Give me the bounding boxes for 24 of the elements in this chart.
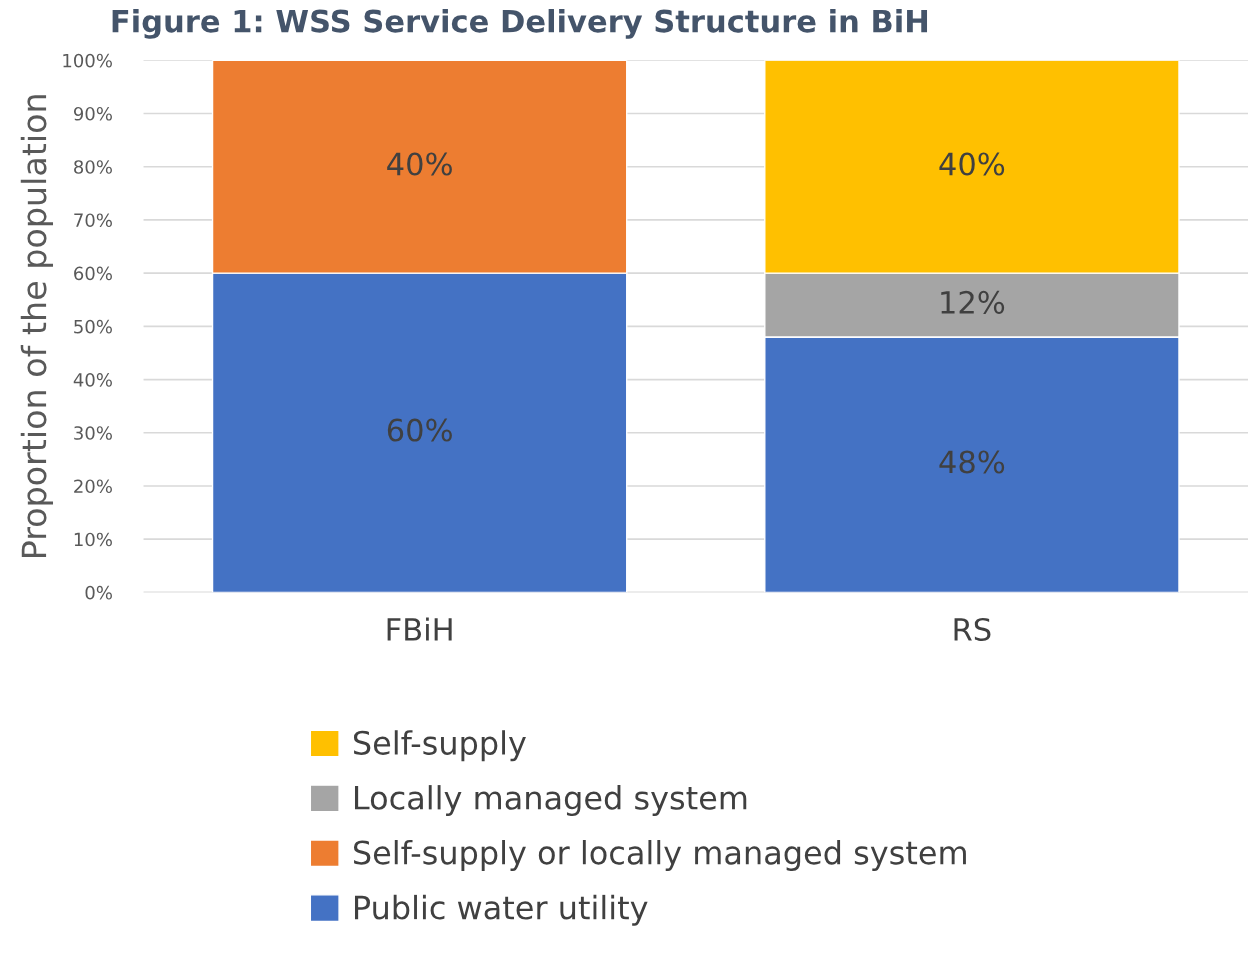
y-tick-label: 70% bbox=[74, 213, 112, 228]
legend-label: Public water utility bbox=[354, 894, 648, 926]
y-axis-title: Proportion of the population bbox=[20, 95, 54, 558]
y-tick-label: 80% bbox=[74, 160, 112, 174]
y-tick-label: 40% bbox=[73, 373, 112, 387]
y-tick-label: 50% bbox=[74, 319, 112, 334]
legend-label: Self-supply or locally managed system bbox=[353, 839, 966, 871]
data-label: 40% bbox=[939, 152, 1005, 176]
data-label: 48% bbox=[939, 450, 1005, 474]
data-label: 60% bbox=[387, 418, 452, 442]
legend-label: Self-supply bbox=[353, 730, 526, 762]
y-tick-label: 20% bbox=[74, 479, 112, 494]
y-tick-label: 10% bbox=[74, 532, 112, 547]
chart-title: Figure 1: WSS Service Delivery Structure in BiH bbox=[112, 9, 928, 39]
y-tick-label: 0% bbox=[85, 585, 112, 600]
data-label: 40% bbox=[387, 152, 452, 176]
y-tick-label: 30% bbox=[74, 426, 112, 440]
data-label: 12% bbox=[941, 290, 1005, 314]
y-tick-label: 60% bbox=[74, 266, 112, 281]
x-tick-label: FBiH bbox=[387, 617, 452, 641]
y-tick-label: 90% bbox=[73, 106, 112, 121]
x-tick-label: RS bbox=[954, 617, 991, 642]
y-tick-label: 100% bbox=[63, 53, 112, 68]
legend-label: Locally managed system bbox=[354, 785, 747, 817]
